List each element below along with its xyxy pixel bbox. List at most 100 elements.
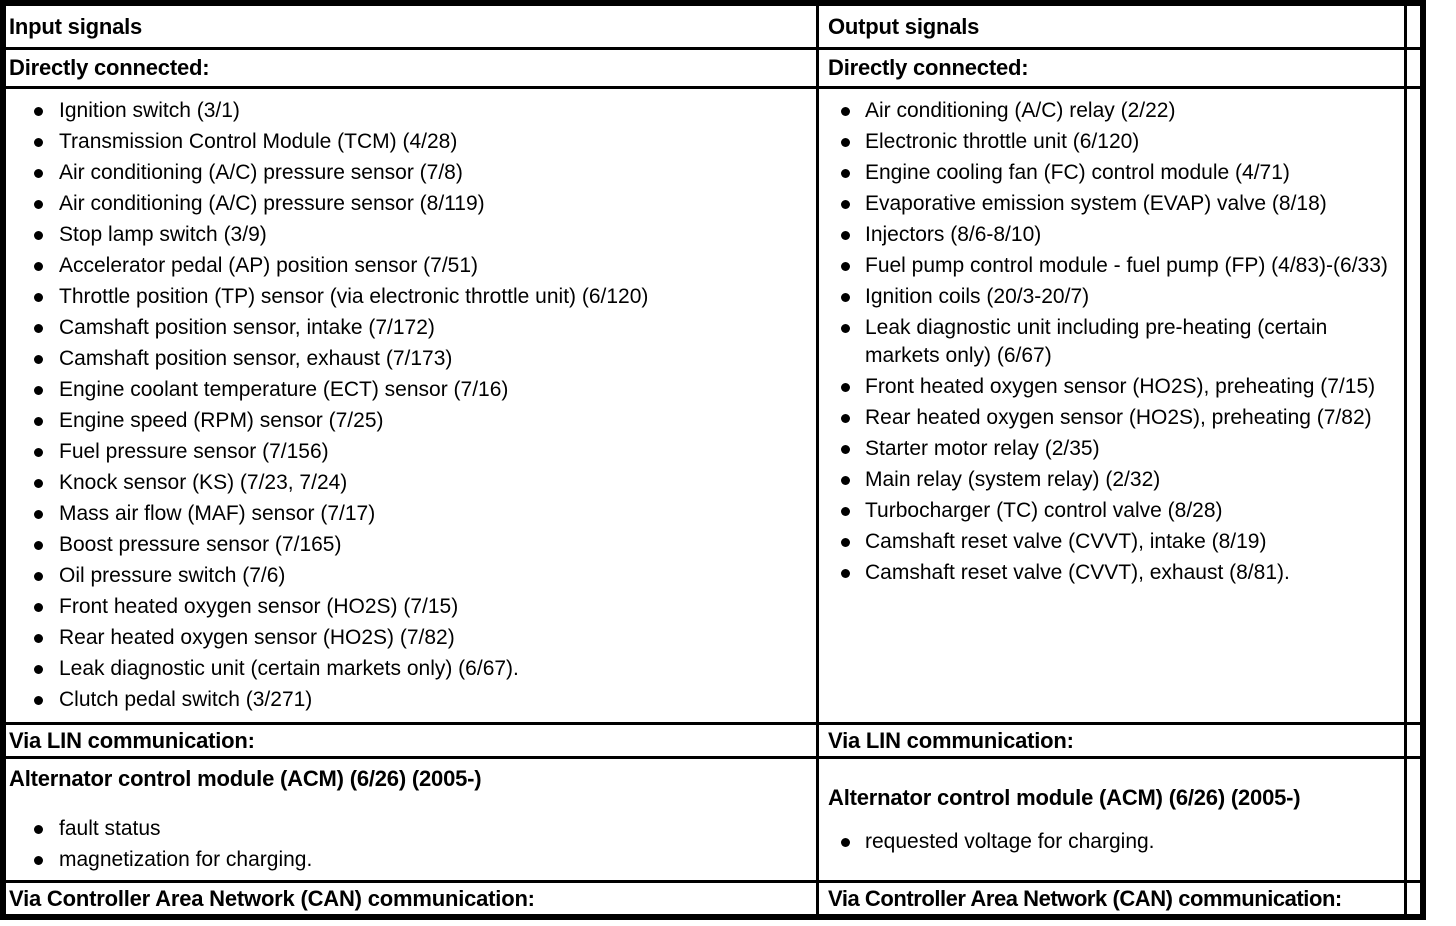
bullet-icon [841,445,850,454]
bullet-icon [34,634,43,643]
list-item: Starter motor relay (2/35) [819,435,1404,463]
bullet-icon [841,414,850,423]
list-item: Throttle position (TP) sensor (via elect… [6,283,816,311]
list-item-text: fault status [59,817,161,840]
list-item: Rear heated oxygen sensor (HO2S) (7/82) [6,624,816,652]
list-item: Engine coolant temperature (ECT) sensor … [6,376,816,404]
spacer-cell [1407,50,1420,86]
list-item-text: magnetization for charging. [59,848,313,871]
list-item-text: Boost pressure sensor (7/165) [59,533,342,556]
list-item-text: Oil pressure switch (7/6) [59,564,286,587]
list-item-text: Starter motor relay (2/35) [865,437,1100,460]
bullet-icon [841,383,850,392]
list-item-text: Turbocharger (TC) control valve (8/28) [865,499,1223,522]
list-item-text: requested voltage for charging. [865,830,1155,853]
list-item: Knock sensor (KS) (7/23, 7/24) [6,469,816,497]
bullet-icon [34,107,43,116]
input-acm-list: fault status magnetization for charging. [6,815,816,874]
list-item: Stop lamp switch (3/9) [6,221,816,249]
spacer-cell [1407,6,1420,47]
list-item-text: Rear heated oxygen sensor (HO2S) (7/82) [59,626,455,649]
list-item: Ignition coils (20/3-20/7) [819,283,1404,311]
input-acm-cell: Alternator control module (ACM) (6/26) (… [6,759,816,880]
list-item: Mass air flow (MAF) sensor (7/17) [6,500,816,528]
output-via-can-label: Via Controller Area Network (CAN) commun… [819,883,1404,914]
bullet-icon [34,665,43,674]
list-item: Transmission Control Module (TCM) (4/28) [6,128,816,156]
list-item-text: Front heated oxygen sensor (HO2S) (7/15) [59,595,459,618]
list-item-text: Front heated oxygen sensor (HO2S), prehe… [865,375,1376,398]
output-directly-connected-list-cell: Air conditioning (A/C) relay (2/22) Elect… [819,89,1404,722]
bullet-icon [34,856,43,865]
output-acm-cell: Alternator control module (ACM) (6/26) (… [819,759,1404,880]
list-item: Rear heated oxygen sensor (HO2S), prehea… [819,404,1404,432]
list-item: Camshaft position sensor, exhaust (7/173… [6,345,816,373]
list-item: Oil pressure switch (7/6) [6,562,816,590]
list-item-text: Leak diagnostic unit (certain markets on… [59,657,519,680]
list-item: Turbocharger (TC) control valve (8/28) [819,497,1404,525]
bullet-icon [841,538,850,547]
bullet-icon [841,293,850,302]
input-signals-header: Input signals [6,6,816,47]
bullet-icon [34,541,43,550]
list-item-text: Engine coolant temperature (ECT) sensor … [59,378,509,401]
list-item-text: Mass air flow (MAF) sensor (7/17) [59,502,376,525]
bullet-icon [841,324,850,333]
list-item: Evaporative emission system (EVAP) valve… [819,190,1404,218]
list-item: Air conditioning (A/C) relay (2/22) [819,97,1404,125]
input-via-can-label: Via Controller Area Network (CAN) commun… [6,883,816,914]
list-item: Leak diagnostic unit including pre-heati… [819,314,1404,370]
bullet-icon [841,262,850,271]
output-acm-list: requested voltage for charging. [819,828,1404,856]
bullet-icon [34,448,43,457]
spacer-cell [1407,89,1420,722]
list-item: Air conditioning (A/C) pressure sensor (… [6,190,816,218]
output-signals-header: Output signals [819,6,1404,47]
list-item: Accelerator pedal (AP) position sensor (… [6,252,816,280]
list-item: Air conditioning (A/C) pressure sensor (… [6,159,816,187]
list-item: Camshaft reset valve (CVVT), exhaust (8/… [819,559,1404,587]
list-item: Front heated oxygen sensor (HO2S), prehe… [819,373,1404,401]
bullet-icon [841,107,850,116]
signal-table: Input signals Output signals Directly co… [0,0,1426,920]
list-item: Camshaft reset valve (CVVT), intake (8/1… [819,528,1404,556]
bullet-icon [841,231,850,240]
list-item-text: Accelerator pedal (AP) position sensor (… [59,254,479,277]
bullet-icon [34,200,43,209]
bullet-icon [34,293,43,302]
list-item: magnetization for charging. [6,846,816,874]
bullet-icon [34,355,43,364]
list-item-text: Leak diagnostic unit including pre-heati… [865,316,1328,367]
list-item-text: Air conditioning (A/C) pressure sensor (… [59,161,463,184]
list-item: Leak diagnostic unit (certain markets on… [6,655,816,683]
list-item-text: Air conditioning (A/C) pressure sensor (… [59,192,485,215]
list-item: Engine speed (RPM) sensor (7/25) [6,407,816,435]
list-item: Boost pressure sensor (7/165) [6,531,816,559]
list-item-text: Knock sensor (KS) (7/23, 7/24) [59,471,348,494]
bullet-icon [34,324,43,333]
list-item-text: Evaporative emission system (EVAP) valve… [865,192,1327,215]
list-item-text: Injectors (8/6-8/10) [865,223,1042,246]
list-item: fault status [6,815,816,843]
output-directly-connected-label: Directly connected: [819,50,1404,86]
list-item: Fuel pump control module - fuel pump (FP… [819,252,1404,280]
spacer-cell [1407,759,1420,880]
list-item: Ignition switch (3/1) [6,97,816,125]
bullet-icon [841,476,850,485]
list-item-text: Rear heated oxygen sensor (HO2S), prehea… [865,406,1372,429]
bullet-icon [34,386,43,395]
list-item-text: Engine cooling fan (FC) control module (… [865,161,1290,184]
list-item-text: Ignition coils (20/3-20/7) [865,285,1090,308]
bullet-icon [841,838,850,847]
bullet-icon [34,138,43,147]
list-item-text: Main relay (system relay) (2/32) [865,468,1161,491]
list-item-text: Transmission Control Module (TCM) (4/28) [59,130,458,153]
list-item-text: Camshaft position sensor, intake (7/172) [59,316,435,339]
bullet-icon [34,169,43,178]
input-via-lin-label: Via LIN communication: [6,725,816,756]
input-acm-heading: Alternator control module (ACM) (6/26) (… [9,766,482,791]
list-item-text: Camshaft reset valve (CVVT), exhaust (8/… [865,561,1290,584]
list-item: Main relay (system relay) (2/32) [819,466,1404,494]
list-item: Camshaft position sensor, intake (7/172) [6,314,816,342]
input-directly-connected-list-cell: Ignition switch (3/1) Transmission Contro… [6,89,816,722]
